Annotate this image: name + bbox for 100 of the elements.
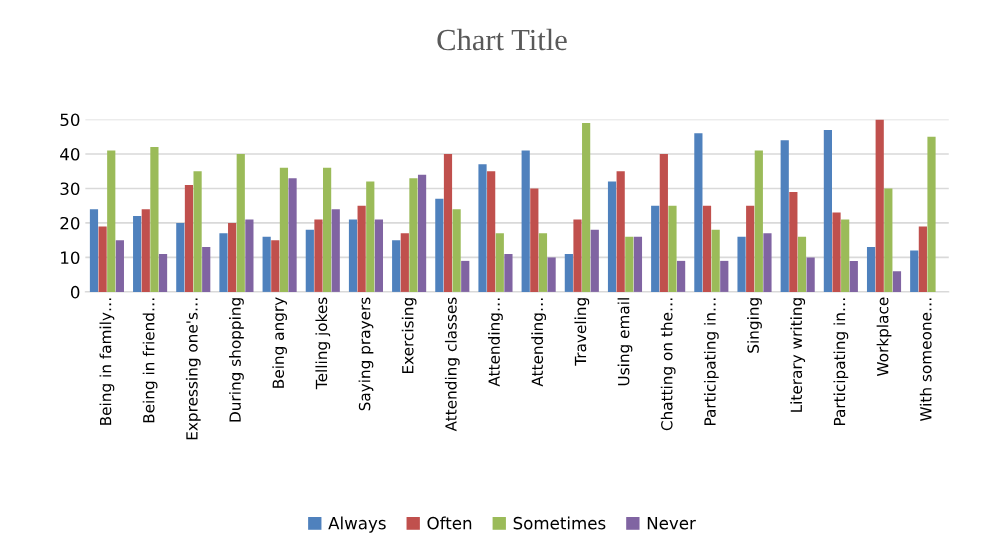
- x-tick-label: Literary writing: [790, 298, 806, 412]
- bar: [262, 236, 271, 292]
- x-tick-label: Workplace: [876, 297, 892, 377]
- bar: [702, 205, 712, 292]
- x-tick-label: Expressing one's…: [185, 298, 201, 440]
- bar: [348, 219, 358, 292]
- y-tick-label: 0: [70, 285, 80, 299]
- bar: [651, 205, 660, 292]
- bar: [245, 219, 254, 292]
- bar: [746, 205, 755, 292]
- bar: [625, 236, 634, 292]
- bar: [409, 178, 418, 292]
- bar: [918, 226, 927, 292]
- bar: [461, 260, 470, 292]
- bar: [547, 257, 556, 292]
- bar: [331, 209, 340, 292]
- bar: [875, 119, 884, 292]
- bar: [780, 140, 789, 292]
- x-tick-label: Exercising: [401, 298, 417, 374]
- x-tick-label: During shopping: [229, 298, 244, 422]
- bar: [98, 226, 107, 292]
- legend-label: Often: [427, 516, 472, 530]
- bar: [305, 229, 314, 292]
- legend-label: Sometimes: [513, 516, 606, 530]
- bar: [677, 260, 686, 292]
- x-tick-label: With someone…: [919, 298, 932, 422]
- bar: [366, 181, 375, 292]
- bar: [150, 147, 159, 292]
- x-tick-label: Participating in…: [703, 298, 719, 426]
- bar: [711, 229, 720, 292]
- bar: [832, 212, 841, 292]
- bar: [417, 174, 427, 292]
- bar: [374, 219, 384, 292]
- y-tick-label: 20: [60, 216, 80, 230]
- bar: [797, 236, 807, 292]
- bar: [504, 253, 513, 292]
- y-tick-label: 30: [60, 182, 80, 196]
- bar: [849, 260, 858, 292]
- bar: [107, 150, 116, 292]
- x-tick-label: Attending…: [488, 298, 503, 387]
- y-tick-label: 40: [60, 147, 80, 161]
- bar: [538, 233, 548, 292]
- bar: [236, 154, 245, 292]
- bar: [823, 129, 832, 292]
- bar: [564, 253, 573, 292]
- bar: [530, 188, 539, 292]
- bar: [323, 167, 332, 292]
- bar: [228, 222, 237, 292]
- bar: [158, 253, 168, 292]
- chart-title: Chart Title: [437, 28, 567, 51]
- bar: [789, 191, 798, 292]
- x-tick-label: Saying prayers: [358, 297, 374, 411]
- x-tick-label: Traveling: [574, 298, 590, 366]
- bar: [763, 233, 772, 292]
- bar: [737, 236, 746, 292]
- bar: [910, 250, 919, 292]
- bar: [487, 171, 496, 292]
- bar: [478, 164, 487, 292]
- bar: [89, 209, 99, 292]
- bar: [115, 240, 124, 292]
- bar: [866, 247, 876, 292]
- bar: [184, 185, 194, 292]
- bar: [435, 198, 444, 292]
- bar: [668, 205, 677, 292]
- bar: [443, 154, 453, 292]
- bar: [176, 222, 185, 292]
- bar: [288, 178, 297, 292]
- bar: [495, 233, 504, 292]
- bar: [400, 233, 409, 292]
- y-tick-label: 50: [60, 113, 80, 127]
- bar: [754, 150, 763, 292]
- bar: [357, 205, 366, 292]
- legend-label: Never: [647, 517, 696, 530]
- bar: [659, 154, 668, 292]
- legend-label: Always: [328, 516, 386, 533]
- bar: [271, 240, 280, 292]
- bar: [590, 229, 599, 292]
- bar: [806, 257, 815, 292]
- x-tick-label: Using email: [617, 298, 633, 386]
- x-tick-label: Attending…: [531, 298, 547, 387]
- bar: [202, 247, 211, 292]
- x-tick-label: Being in family…: [99, 298, 115, 425]
- bar: [884, 188, 893, 292]
- x-tick-label: Singing: [747, 298, 762, 353]
- bar: [314, 219, 323, 292]
- bar: [616, 171, 625, 292]
- bar: [141, 209, 150, 292]
- x-tick-label: Participating in…: [833, 298, 849, 426]
- bar: [892, 271, 902, 292]
- bar: [582, 122, 591, 292]
- bar: [927, 136, 936, 292]
- bar: [841, 219, 850, 292]
- bar: [694, 133, 703, 292]
- x-tick-label: Being angry: [272, 297, 288, 388]
- bar: [521, 150, 530, 292]
- bar: [633, 236, 643, 292]
- x-tick-label: Being in friend…: [142, 298, 158, 423]
- bar: [720, 260, 729, 292]
- x-tick-label: Attending classes: [444, 297, 460, 432]
- bar: [133, 216, 142, 292]
